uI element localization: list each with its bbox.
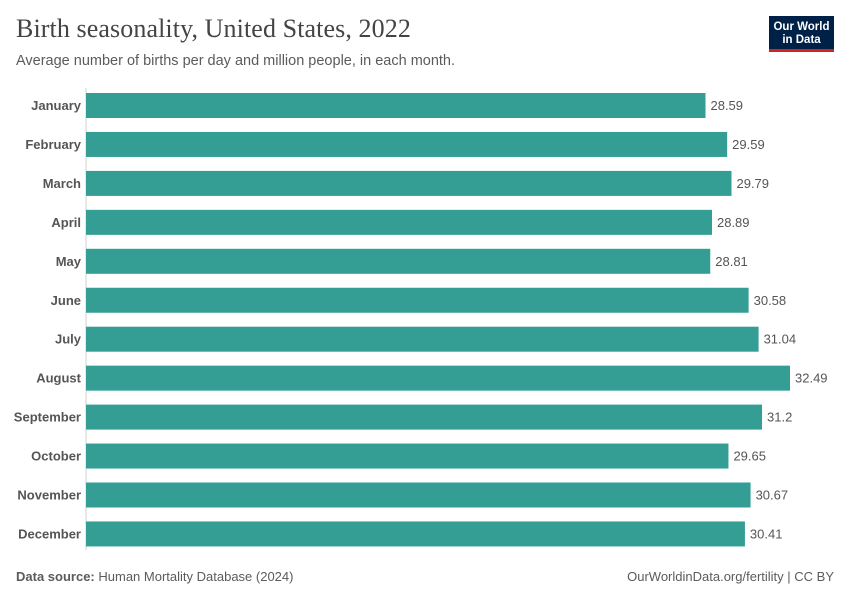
category-label-october: October [31, 449, 81, 464]
category-label-november: November [17, 488, 81, 503]
category-label-march: March [43, 176, 81, 191]
data-source: Data source: Human Mortality Database (2… [16, 569, 293, 584]
bar-december[interactable] [86, 521, 745, 547]
bar-may[interactable] [86, 248, 711, 274]
bar-october[interactable] [86, 443, 729, 469]
bar-april[interactable] [86, 209, 712, 235]
value-label-march: 29.79 [736, 176, 769, 191]
value-label-october: 29.65 [733, 449, 766, 464]
bar-chart: January 28.59 February 29.59 March 29.79 April… [14, 88, 828, 550]
value-label-february: 29.59 [732, 137, 765, 152]
chart-title: Birth seasonality, United States, 2022 [16, 14, 411, 43]
value-label-november: 30.67 [756, 488, 789, 503]
data-source-text: Human Mortality Database (2024) [98, 569, 294, 584]
bar-march[interactable] [86, 170, 732, 196]
chart-subtitle: Average number of births per day and mil… [16, 53, 456, 69]
category-label-april: April [51, 215, 81, 230]
bar-november[interactable] [86, 482, 751, 508]
category-label-december: December [18, 526, 81, 541]
category-label-may: May [56, 254, 82, 269]
value-label-june: 30.58 [754, 293, 787, 308]
bar-june[interactable] [86, 287, 749, 313]
category-label-july: July [55, 332, 82, 347]
footer-link[interactable]: OurWorldinData.org/fertility | CC BY [627, 569, 834, 584]
category-label-february: February [25, 137, 81, 152]
bar-january[interactable] [86, 93, 706, 118]
bar-february[interactable] [86, 131, 728, 157]
value-label-may: 28.81 [715, 254, 748, 269]
category-label-september: September [14, 410, 81, 425]
logo-line-1: Our World [773, 20, 830, 33]
bar-september[interactable] [86, 404, 763, 430]
value-label-july: 31.04 [764, 332, 797, 347]
data-source-label: Data source: [16, 569, 95, 584]
value-label-april: 28.89 [717, 215, 750, 230]
category-label-january: January [31, 98, 82, 113]
bar-august[interactable] [86, 365, 790, 391]
category-label-june: June [51, 293, 81, 308]
logo-line-2: in Data [782, 33, 821, 46]
category-label-august: August [36, 371, 81, 386]
value-label-january: 28.59 [710, 98, 743, 113]
value-label-september: 31.2 [767, 410, 792, 425]
bars-group: January 28.59 February 29.59 March 29.79 April… [14, 93, 828, 547]
owid-logo[interactable]: Our World in Data [769, 16, 834, 52]
bar-july[interactable] [86, 326, 759, 352]
value-label-august: 32.49 [795, 371, 828, 386]
value-label-december: 30.41 [750, 526, 783, 541]
